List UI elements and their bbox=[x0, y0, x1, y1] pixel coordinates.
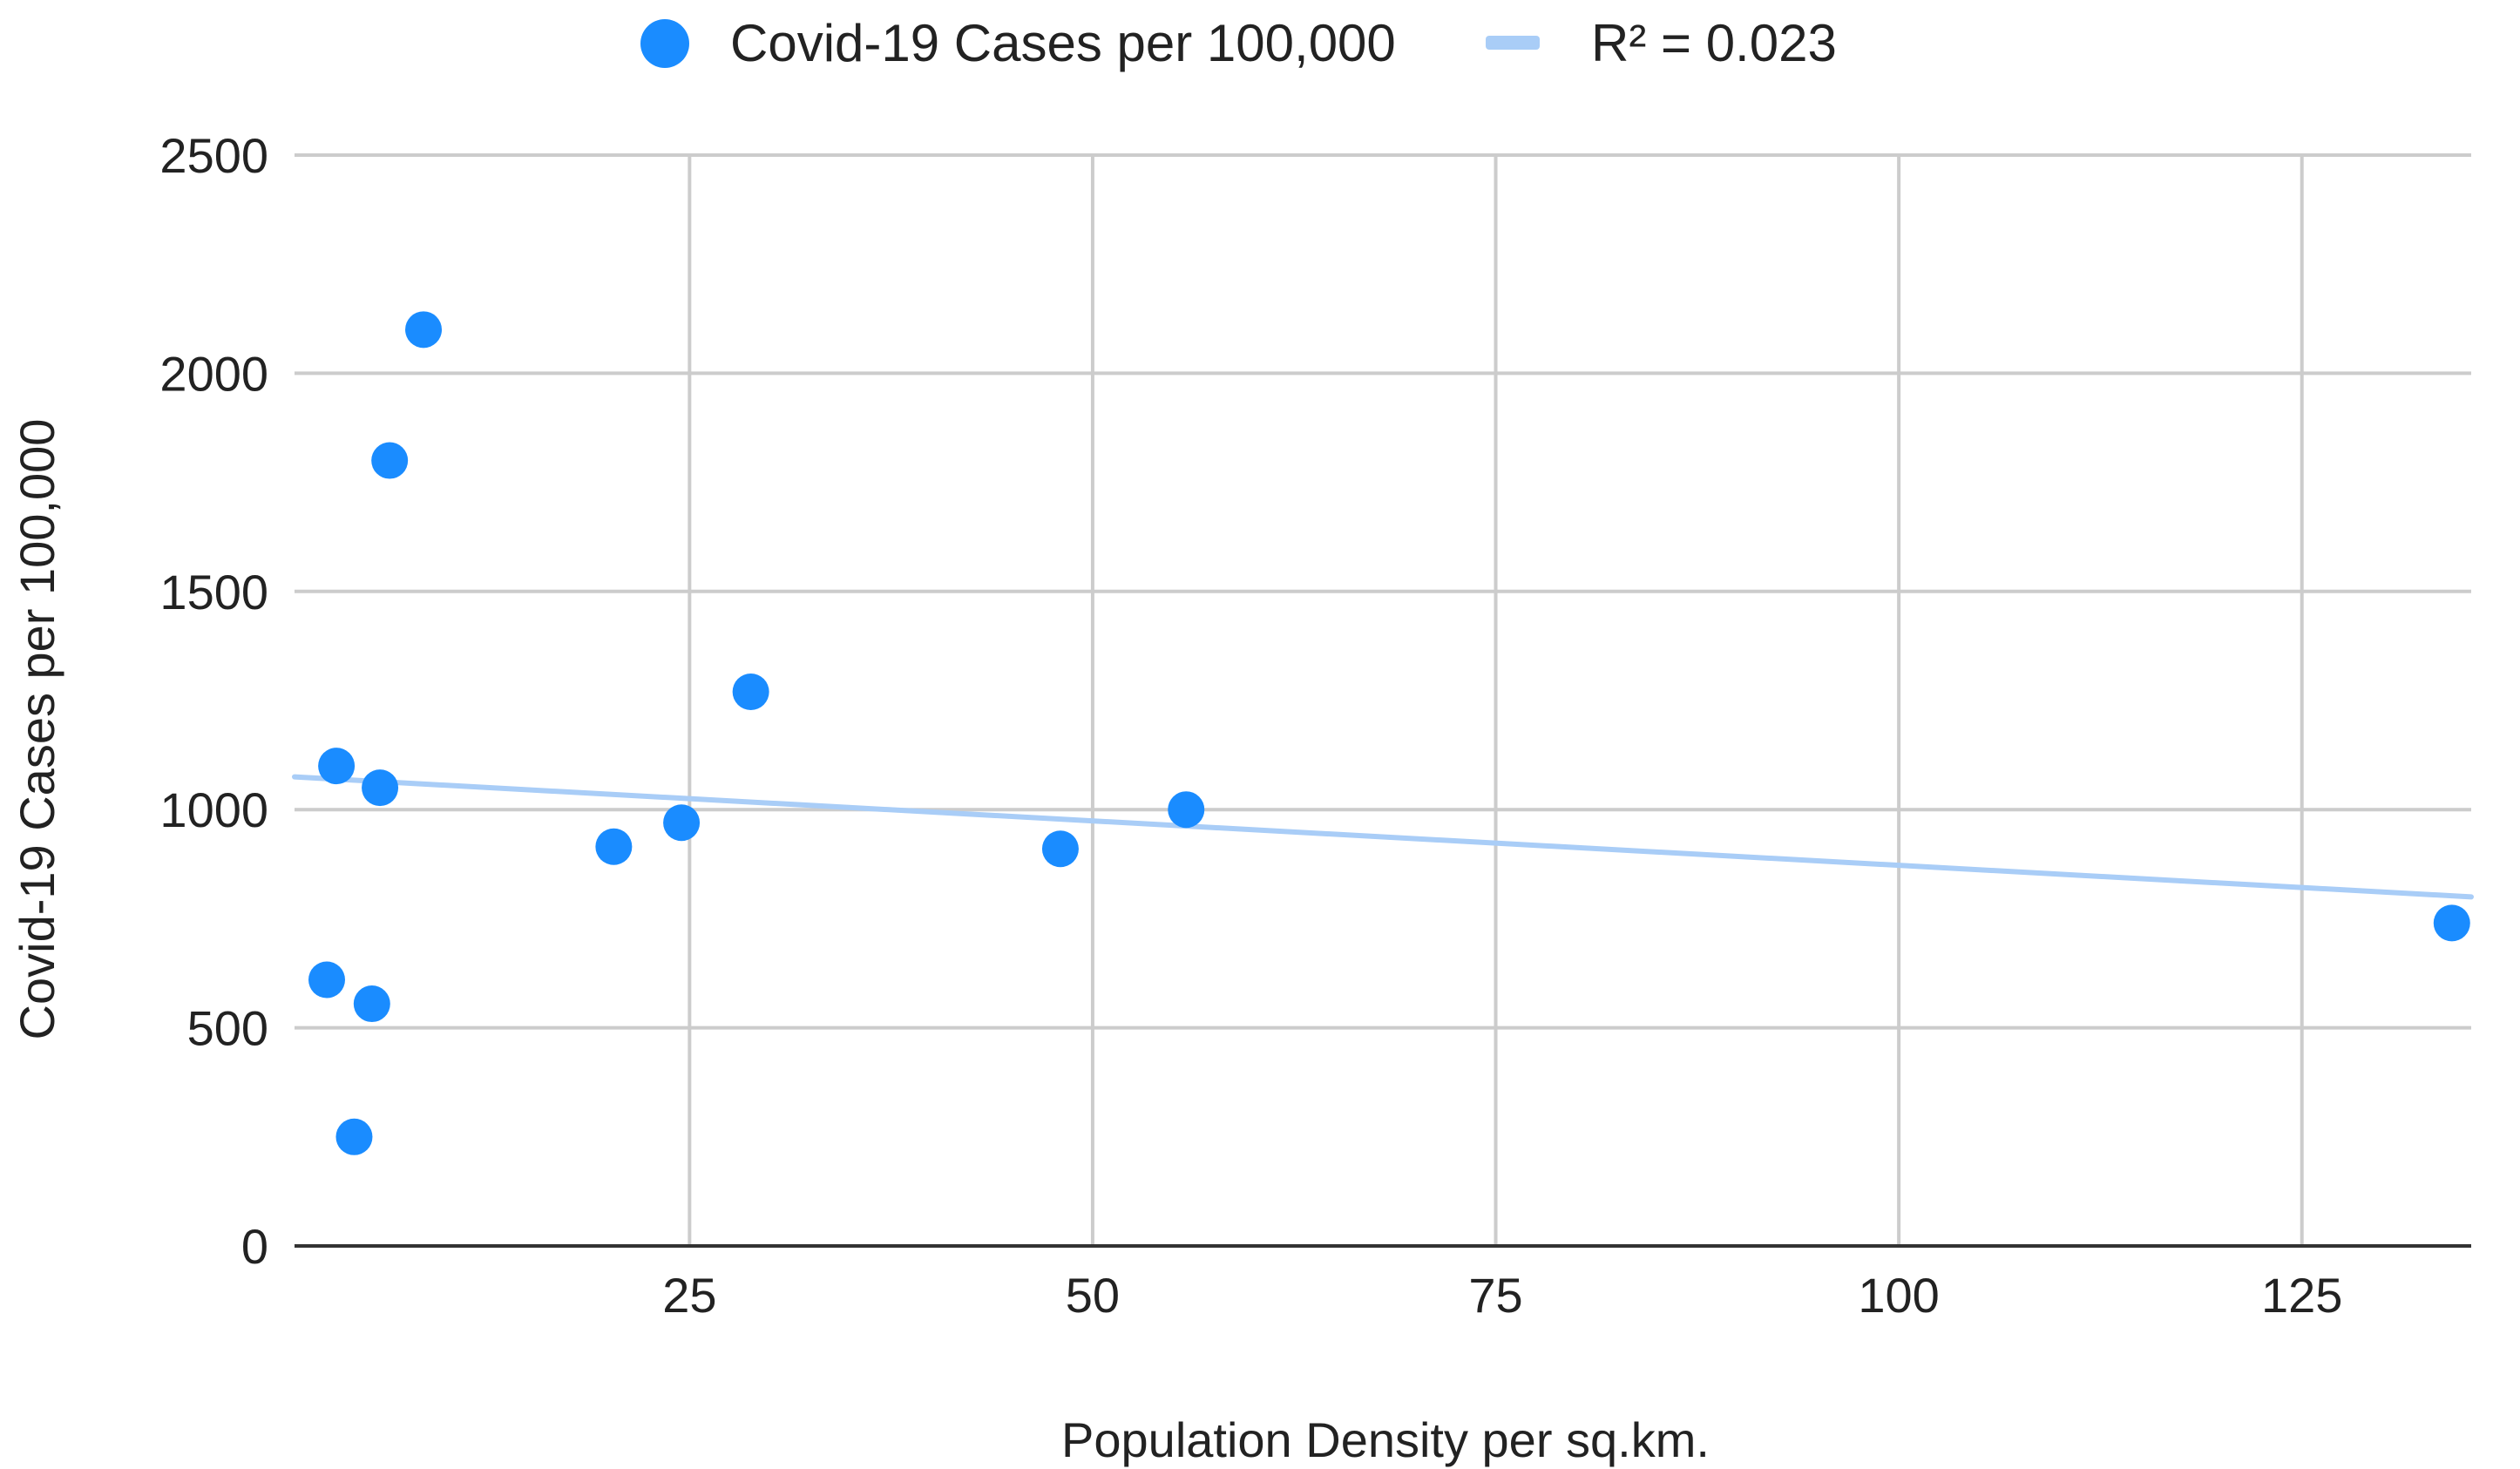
y-tick-label: 0 bbox=[241, 1219, 268, 1274]
y-axis-title: Covid-19 Cases per 100,000 bbox=[10, 419, 64, 1040]
y-tick-label: 1000 bbox=[159, 782, 268, 837]
trendline-layer bbox=[292, 774, 2474, 900]
data-point bbox=[308, 961, 346, 999]
data-points bbox=[308, 311, 2470, 1155]
x-axis-title: Population Density per sq.km. bbox=[1061, 1412, 1710, 1467]
x-tick-label: 50 bbox=[1066, 1268, 1120, 1323]
x-tick-label: 100 bbox=[1858, 1268, 1939, 1323]
data-point bbox=[405, 311, 443, 349]
x-tick-label: 125 bbox=[2261, 1268, 2342, 1323]
data-point bbox=[595, 828, 633, 865]
y-tick-label: 2500 bbox=[159, 128, 268, 183]
data-point bbox=[335, 1118, 373, 1155]
legend-label-trendline: R² = 0.023 bbox=[1591, 14, 1837, 72]
legend-marker-trendline bbox=[1486, 36, 1540, 50]
data-point bbox=[1041, 830, 1079, 868]
trendline bbox=[292, 774, 2474, 900]
x-tick-label: 25 bbox=[662, 1268, 716, 1323]
data-point bbox=[1168, 791, 1205, 829]
y-tick-label: 1500 bbox=[159, 565, 268, 619]
legend-label-cases: Covid-19 Cases per 100,000 bbox=[730, 14, 1396, 72]
legend: Covid-19 Cases per 100,000 R² = 0.023 bbox=[640, 14, 1837, 72]
tick-labels: 0 500 1000 1500 2000 2500 25 50 75 100 125 bbox=[159, 128, 2342, 1323]
y-tick-label: 500 bbox=[187, 1001, 268, 1056]
grid bbox=[295, 153, 2471, 1248]
y-tick-label: 2000 bbox=[159, 346, 268, 401]
data-point bbox=[362, 769, 399, 807]
legend-marker-cases bbox=[640, 19, 689, 68]
data-point bbox=[732, 673, 769, 710]
x-tick-label: 75 bbox=[1468, 1268, 1522, 1323]
data-point bbox=[318, 748, 356, 785]
data-point bbox=[353, 985, 390, 1023]
data-point bbox=[371, 442, 409, 479]
data-point bbox=[2433, 904, 2470, 942]
data-point bbox=[663, 804, 701, 842]
